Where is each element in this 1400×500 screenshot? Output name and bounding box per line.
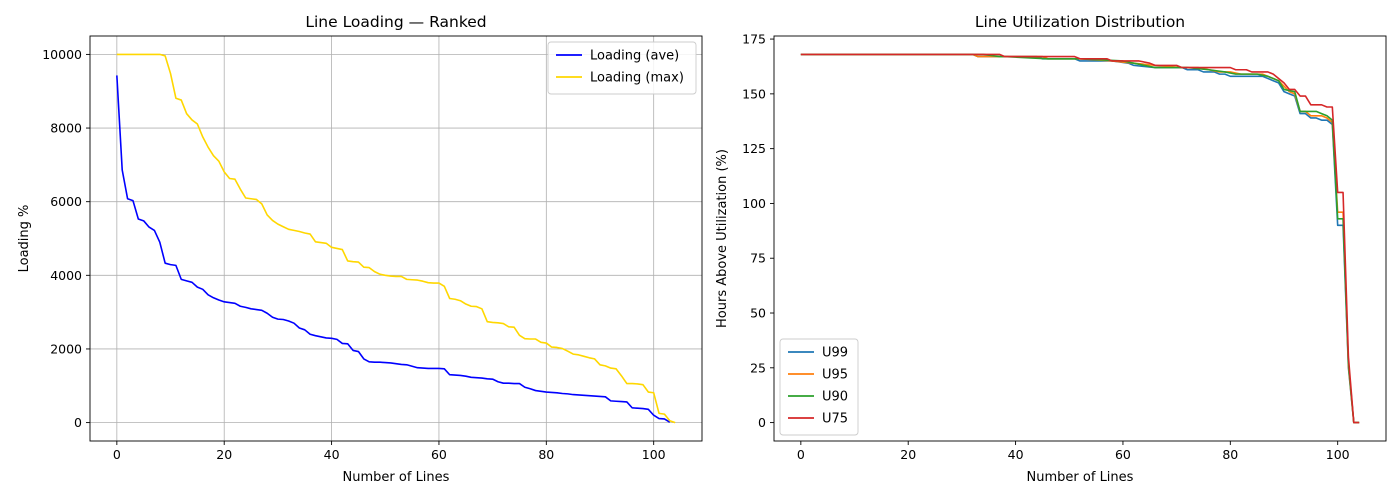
utilization-x-tick-label: 80 [1222, 447, 1238, 462]
utilization-y-tick-label: 50 [750, 306, 766, 321]
loading-y-ticks: 0 2000 4000 6000 8000 10000 [42, 47, 90, 430]
utilization-plot-frame [773, 35, 1387, 442]
utilization-legend-label: U90 [822, 390, 848, 405]
utilization-y-tick-label: 25 [750, 360, 766, 375]
utilization-x-axis-label: Number of Lines [1027, 470, 1134, 485]
utilization-series-line-u75 [800, 53, 1360, 424]
utilization-x-tick-label: 100 [1326, 447, 1350, 462]
loading-plot-frame [89, 35, 703, 442]
utilization-y-tick-label: 125 [742, 141, 766, 156]
utilization-series [800, 53, 1360, 424]
loading-x-tick-label: 60 [431, 447, 447, 462]
loading-series-line-loading-max [116, 53, 676, 424]
loading-x-ticks: 0 20 40 60 80 100 [113, 441, 666, 462]
loading-y-tick-label: 2000 [50, 341, 82, 356]
loading-grid [90, 36, 702, 441]
utilization-legend-label: U75 [822, 412, 848, 427]
loading-x-tick-label: 40 [324, 447, 340, 462]
utilization-legend: U99 U95 U90 U75 [779, 338, 859, 436]
utilization-y-ticks: 0 25 50 75 100 125 150 175 [742, 32, 774, 430]
loading-y-axis-label: Loading % [17, 205, 32, 273]
loading-legend-label: Loading (ave) [590, 49, 679, 64]
loading-legend-label: Loading (max) [590, 71, 684, 86]
utilization-x-tick-label: 0 [797, 447, 805, 462]
loading-x-tick-label: 20 [216, 447, 232, 462]
loading-chart-title: Line Loading — Ranked [305, 13, 486, 31]
loading-y-tick-label: 4000 [50, 268, 82, 283]
utilization-distribution-chart: 0 20 40 60 80 100 0 25 50 75 100 125 150 175 Line Ut… [715, 13, 1387, 485]
utilization-chart-title: Line Utilization Distribution [975, 13, 1185, 31]
utilization-y-tick-label: 0 [758, 415, 766, 430]
loading-ranked-chart: 0 20 40 60 80 100 0 2000 4000 6000 8000 10000 Line… [17, 13, 703, 485]
utilization-x-tick-label: 60 [1115, 447, 1131, 462]
loading-x-tick-label: 80 [538, 447, 554, 462]
loading-y-tick-label: 0 [74, 415, 82, 430]
loading-x-tick-label: 100 [642, 447, 666, 462]
utilization-y-tick-label: 75 [750, 251, 766, 266]
loading-x-axis-label: Number of Lines [343, 470, 450, 485]
utilization-y-tick-label: 100 [742, 196, 766, 211]
utilization-series-line-u90 [800, 53, 1360, 424]
loading-y-tick-label: 10000 [42, 47, 82, 62]
utilization-x-ticks: 0 20 40 60 80 100 [797, 441, 1350, 462]
loading-y-tick-label: 6000 [50, 194, 82, 209]
utilization-y-tick-label: 150 [742, 86, 766, 101]
utilization-y-axis-label: Hours Above Utilization (%) [715, 149, 730, 328]
utilization-legend-label: U95 [822, 368, 848, 383]
loading-legend: Loading (ave) Loading (max) [547, 41, 697, 95]
utilization-y-tick-label: 175 [742, 32, 766, 47]
loading-series [116, 53, 676, 424]
loading-y-tick-label: 8000 [50, 121, 82, 136]
loading-legend-box [547, 41, 697, 95]
utilization-x-tick-label: 20 [900, 447, 916, 462]
loading-x-tick-label: 0 [113, 447, 121, 462]
utilization-legend-label: U99 [822, 346, 848, 361]
utilization-x-tick-label: 40 [1008, 447, 1024, 462]
utilization-legend-box [779, 338, 859, 436]
loading-series-line-loading-ave [116, 75, 671, 423]
